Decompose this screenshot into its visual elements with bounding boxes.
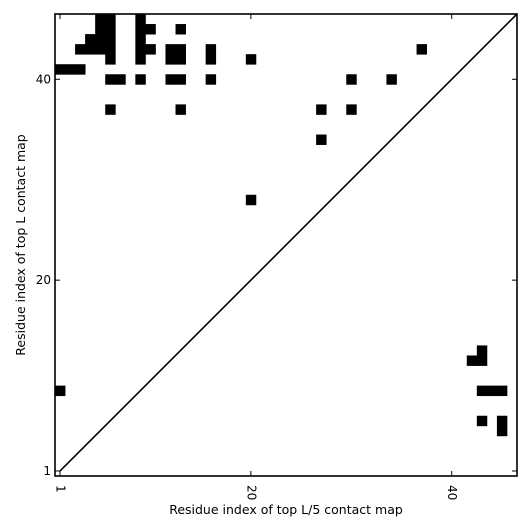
- contact-cell-top-l: [95, 44, 106, 55]
- contact-cell-top-l5: [476, 385, 488, 397]
- x-tick-label: 1: [54, 485, 68, 493]
- contact-cell-top-l: [135, 44, 146, 55]
- contact-cell-top-l5: [496, 385, 508, 397]
- contact-cell-top-l5: [476, 345, 488, 356]
- contact-cell-top-l5: [486, 385, 498, 397]
- contact-cell-top-l: [105, 34, 116, 45]
- contact-cell-top-l: [95, 24, 106, 35]
- contact-cell-top-l: [115, 74, 126, 85]
- contact-cell-top-l: [205, 74, 217, 85]
- contact-cell-top-l: [346, 74, 357, 85]
- contact-cell-top-l: [245, 194, 257, 206]
- contact-cell-top-l: [105, 24, 116, 35]
- contact-cell-top-l5: [476, 415, 488, 427]
- contact-cell-top-l: [165, 74, 176, 85]
- contact-cell-top-l5: [55, 385, 66, 397]
- x-tick-label: 20: [244, 485, 258, 500]
- contact-cell-top-l: [105, 44, 116, 55]
- contact-cell-top-l: [135, 34, 146, 45]
- contact-cell-top-l: [205, 54, 217, 65]
- contact-cell-top-l: [416, 44, 428, 55]
- contact-cell-top-l: [316, 134, 327, 145]
- contact-cell-top-l: [135, 74, 146, 85]
- contact-cell-top-l: [145, 44, 156, 55]
- contact-cell-top-l5: [466, 355, 478, 366]
- x-tick-label: 40: [445, 485, 459, 500]
- contact-cell-top-l: [85, 34, 96, 45]
- contact-cell-top-l: [175, 24, 186, 35]
- contact-cell-top-l: [85, 44, 96, 55]
- x-axis-label: Residue index of top L/5 contact map: [169, 502, 403, 517]
- contact-cell-top-l: [316, 104, 327, 115]
- contact-cell-top-l: [175, 74, 186, 85]
- contact-cell-top-l: [175, 54, 186, 65]
- contact-cell-top-l: [95, 14, 106, 25]
- contact-cell-top-l: [75, 44, 86, 55]
- y-tick-label: 1: [43, 464, 51, 478]
- contact-cell-top-l: [65, 64, 76, 75]
- axis-ticks: 1 20 40 1 20 40: [36, 14, 517, 500]
- contact-cell-top-l: [135, 24, 146, 35]
- contact-cell-top-l5: [476, 355, 488, 366]
- y-tick-label: 20: [36, 273, 51, 287]
- contact-cell-top-l: [165, 54, 176, 65]
- diagonal-line: [59, 13, 518, 472]
- contact-cell-top-l: [135, 14, 146, 25]
- contact-cell-top-l: [105, 74, 116, 85]
- contact-cell-top-l: [165, 44, 176, 55]
- contact-cell-top-l: [105, 104, 116, 115]
- contact-cell-top-l: [95, 34, 106, 45]
- contact-cell-top-l: [205, 44, 217, 55]
- plot-frame: [54, 13, 518, 477]
- contact-cell-top-l: [135, 54, 146, 65]
- contact-cell-top-l: [105, 14, 116, 25]
- contact-cell-top-l: [105, 54, 116, 65]
- contact-cell-top-l: [346, 104, 357, 115]
- contact-cells: [55, 14, 508, 437]
- contact-cell-top-l5: [496, 415, 508, 427]
- contact-cell-top-l: [145, 24, 156, 35]
- contact-cell-top-l: [386, 74, 397, 85]
- contact-cell-top-l: [175, 44, 186, 55]
- contact-cell-top-l: [55, 64, 66, 75]
- y-axis-label: Residue index of top L contact map: [13, 134, 28, 355]
- contact-cell-top-l: [245, 54, 257, 65]
- y-tick-label: 40: [36, 72, 51, 86]
- contact-cell-top-l: [175, 104, 186, 115]
- contact-cell-top-l5: [496, 425, 508, 437]
- contact-cell-top-l: [75, 64, 86, 75]
